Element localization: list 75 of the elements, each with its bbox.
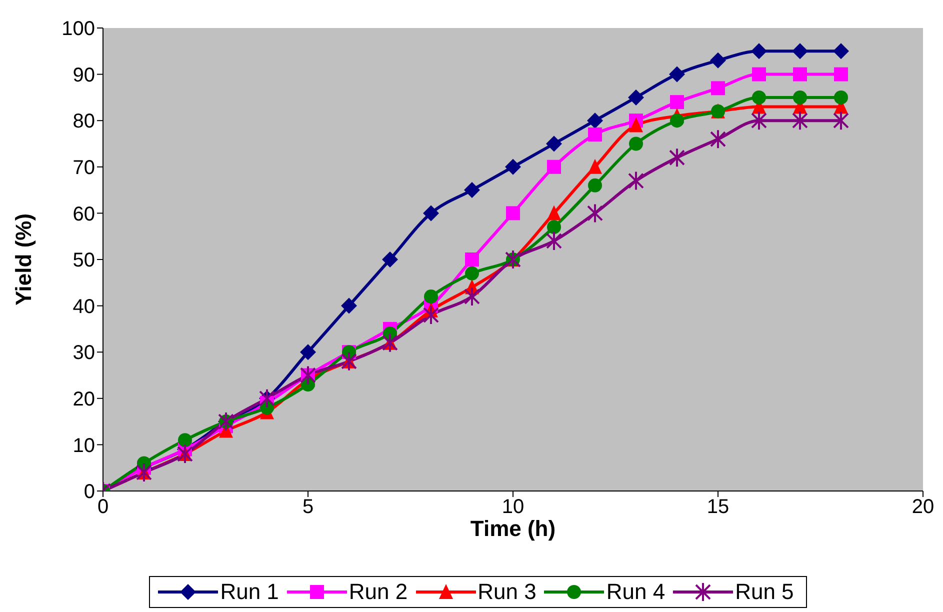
point: [546, 136, 562, 152]
point: [793, 90, 807, 104]
y-tick-label: 10: [72, 434, 95, 457]
point: [547, 205, 561, 220]
point: [833, 110, 849, 131]
x-tick-label: 0: [97, 496, 109, 518]
point: [423, 205, 439, 222]
point: [178, 433, 192, 448]
point: [834, 67, 848, 82]
point: [833, 43, 849, 60]
point: [751, 43, 767, 60]
point: [300, 365, 316, 386]
point: [465, 252, 479, 266]
point: [710, 129, 726, 150]
point: [424, 290, 438, 304]
y-tick-label: 50: [72, 250, 95, 272]
point: [834, 90, 848, 104]
point: [547, 220, 561, 234]
y-tick-label: 0: [84, 481, 95, 504]
point: [505, 250, 521, 270]
point: [629, 117, 643, 132]
x-tick-label: 5: [302, 496, 314, 518]
point: [341, 298, 357, 314]
point: [423, 305, 439, 326]
point: [629, 136, 643, 151]
point: [710, 52, 726, 68]
point: [669, 148, 685, 168]
point: [506, 206, 520, 220]
y-tick-label: 90: [72, 64, 95, 86]
x-tick-label: 10: [502, 496, 524, 518]
point: [792, 110, 808, 131]
point: [382, 252, 398, 268]
y-tick-label: 30: [72, 342, 95, 364]
point: [588, 178, 602, 192]
y-tick-label: 100: [62, 18, 95, 40]
point: [136, 462, 152, 482]
y-tick-label: 40: [72, 296, 95, 318]
point: [546, 230, 562, 251]
point: [464, 286, 480, 307]
point: [587, 112, 603, 129]
point: [505, 158, 521, 175]
point: [628, 170, 644, 191]
point: [670, 95, 684, 110]
y-tick-label: 70: [72, 157, 95, 179]
legend-label: Run 2: [348, 579, 408, 605]
x-tick-label: 15: [706, 496, 730, 518]
y-tick-label: 60: [72, 203, 95, 226]
point: [588, 158, 602, 174]
point: [587, 203, 603, 224]
legend-label: Run 3: [478, 579, 536, 605]
legend-label: Run 4: [606, 579, 666, 605]
point: [669, 66, 685, 82]
point: [464, 182, 480, 198]
point: [177, 444, 193, 464]
point: [341, 351, 357, 372]
point: [751, 110, 767, 131]
y-tick-label: 80: [72, 110, 95, 133]
point: [300, 344, 316, 360]
point: [382, 332, 398, 353]
point: [465, 266, 479, 280]
point: [711, 81, 725, 96]
x-axis-title: Time (h): [470, 516, 556, 541]
point: [752, 90, 766, 104]
point: [793, 67, 807, 82]
point: [792, 43, 808, 60]
point: [628, 89, 644, 106]
y-tick-label: 20: [72, 388, 95, 410]
point: [670, 114, 684, 128]
point: [547, 160, 561, 174]
legend-label: Run 1: [220, 579, 279, 605]
point: [752, 67, 766, 82]
x-tick-label: 20: [912, 496, 934, 518]
legend-label: Run 5: [735, 579, 794, 605]
y-axis-title: Yield (%): [10, 213, 36, 306]
point: [588, 127, 602, 142]
